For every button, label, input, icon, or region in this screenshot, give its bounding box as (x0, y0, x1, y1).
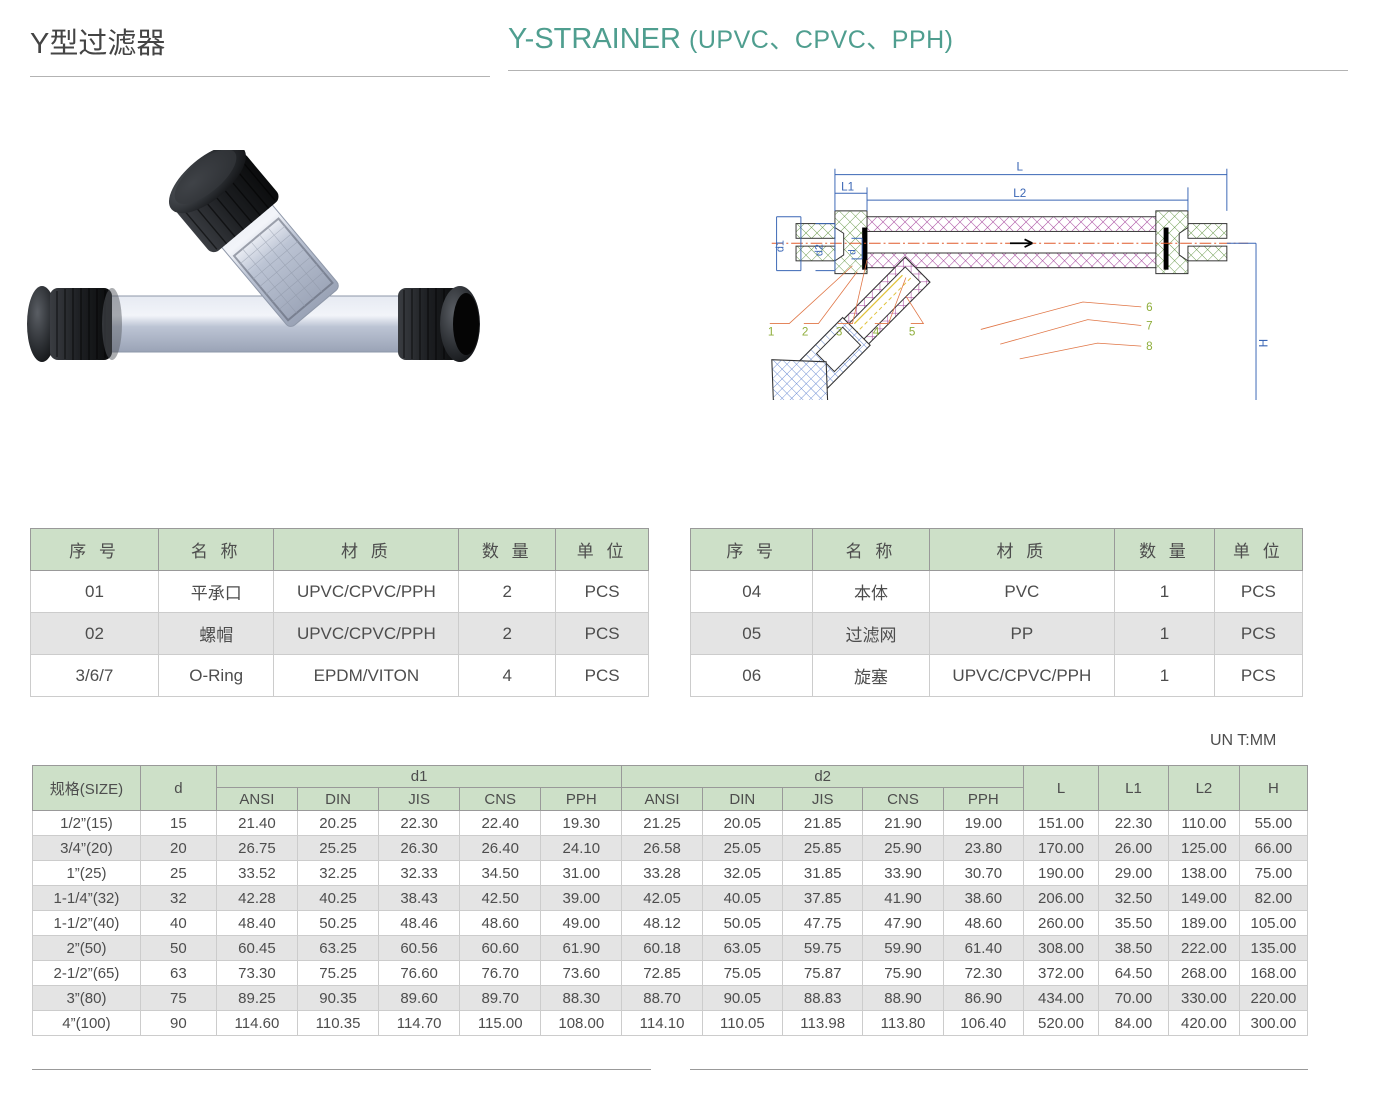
svg-text:d1: d1 (774, 240, 786, 252)
svg-text:4: 4 (873, 325, 880, 338)
svg-text:d2: d2 (813, 244, 825, 256)
svg-text:L2: L2 (1013, 187, 1026, 200)
svg-text:5: 5 (909, 325, 916, 338)
svg-text:L1: L1 (841, 180, 854, 193)
svg-text:2: 2 (802, 325, 808, 338)
svg-text:d: d (847, 249, 858, 254)
svg-text:H: H (1258, 339, 1271, 347)
svg-text:L: L (1016, 161, 1023, 174)
svg-text:7: 7 (1146, 319, 1152, 332)
svg-text:3: 3 (836, 325, 842, 338)
svg-text:1: 1 (768, 325, 774, 338)
svg-text:8: 8 (1146, 340, 1152, 353)
svg-text:6: 6 (1146, 301, 1152, 314)
